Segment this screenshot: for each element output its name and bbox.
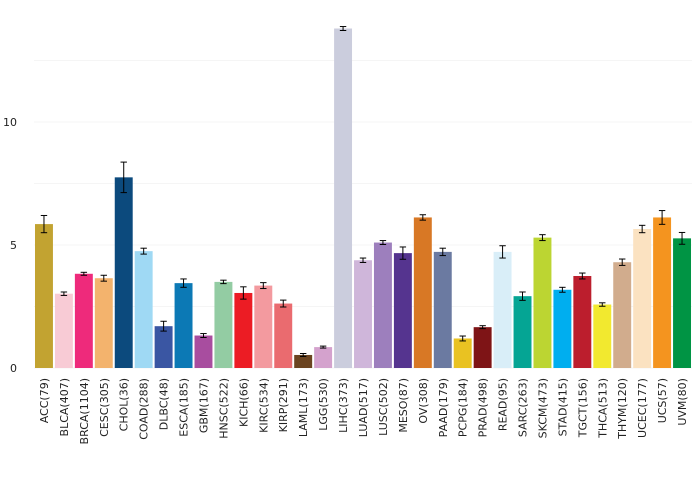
x-tick-label: ACC(79) [38, 378, 51, 423]
x-tick-label: MESO(87) [397, 378, 410, 433]
x-tick-label: KIRP(291) [277, 378, 290, 432]
bar-uvm [673, 238, 692, 368]
x-tick-label: DLBC(48) [158, 378, 171, 430]
bar-cesc [94, 278, 113, 368]
bar-ov [413, 217, 432, 368]
bar-paad [433, 251, 452, 368]
bar-ucec [633, 229, 652, 368]
bar-meso [393, 253, 412, 368]
bar-sarc [513, 296, 532, 368]
x-tick-label: UCEC(177) [636, 378, 649, 438]
x-tick-label: STAD(415) [556, 378, 569, 436]
y-tick-label: 5 [10, 239, 17, 252]
bar-acc [34, 224, 53, 368]
bar-prad [473, 327, 492, 368]
bar-pcpg [453, 338, 472, 368]
bar-thca [593, 304, 612, 368]
x-tick-label: UVM(80) [676, 378, 689, 426]
x-tick-label: PAAD(179) [437, 378, 450, 437]
bar-kirp [274, 303, 293, 368]
x-tick-label: CESC(305) [98, 378, 111, 437]
x-tick-label: ESCA(185) [178, 378, 191, 437]
x-tick-label: LUSC(502) [377, 378, 390, 436]
x-tick-label: COAD(288) [138, 378, 151, 440]
x-tick-label: BLCA(407) [58, 378, 71, 436]
bar-laml [294, 354, 313, 368]
bars [34, 28, 692, 369]
x-tick-label: OV(308) [417, 378, 430, 424]
x-tick-label: UCS(57) [656, 378, 669, 423]
bar-read [493, 251, 512, 368]
bar-brca [74, 273, 93, 368]
error-bars [40, 26, 686, 357]
x-axis-ticks: ACC(79) BLCA(407) BRCA(1104) CESC(305) CHOL(… [38, 378, 689, 444]
x-tick-label: LAML(173) [297, 378, 310, 437]
y-tick-label: 10 [3, 116, 17, 129]
bar-gbm [194, 335, 213, 368]
x-tick-label: SKCM(473) [536, 378, 549, 438]
x-tick-label: PRAD(498) [477, 378, 490, 437]
x-tick-label: HNSC(522) [217, 378, 230, 439]
bar-thym [613, 262, 632, 368]
bar-hnsc [214, 281, 233, 368]
bar-coad [134, 251, 153, 368]
bar-ucs [653, 217, 672, 368]
bar-kirc [254, 285, 273, 368]
x-tick-label: PCPG(184) [457, 378, 470, 437]
bar-tgct [573, 275, 592, 368]
bar-esca [174, 283, 193, 368]
bar-lusc [373, 242, 392, 368]
x-tick-label: GBM(167) [197, 378, 210, 433]
bar-luad [354, 260, 372, 368]
x-tick-label: SARC(263) [517, 378, 530, 437]
x-tick-label: CHOL(36) [118, 378, 131, 431]
x-tick-label: LGG(530) [317, 378, 330, 431]
bar-dlbc [154, 326, 173, 368]
x-tick-label: THYM(120) [616, 378, 629, 440]
x-tick-label: BRCA(1104) [78, 378, 91, 444]
bar-lihc [334, 28, 353, 369]
x-tick-label: KICH(66) [237, 378, 250, 427]
x-tick-label: KIRC(534) [257, 378, 270, 433]
y-axis-ticks: 0 5 10 [3, 116, 17, 375]
x-tick-label: THCA(513) [596, 378, 609, 439]
x-tick-label: LIHC(373) [337, 378, 350, 433]
x-tick-label: LUAD(517) [357, 378, 370, 437]
bar-lgg [314, 347, 333, 368]
y-tick-label: 0 [10, 362, 17, 375]
x-tick-label: TGCT(156) [576, 378, 589, 438]
bar-stad [553, 289, 572, 368]
x-tick-label: READ(95) [497, 378, 510, 431]
bar-chol [114, 177, 133, 368]
bar-skcm [533, 237, 552, 368]
bar-kich [234, 292, 253, 368]
bar-blca [54, 293, 73, 368]
